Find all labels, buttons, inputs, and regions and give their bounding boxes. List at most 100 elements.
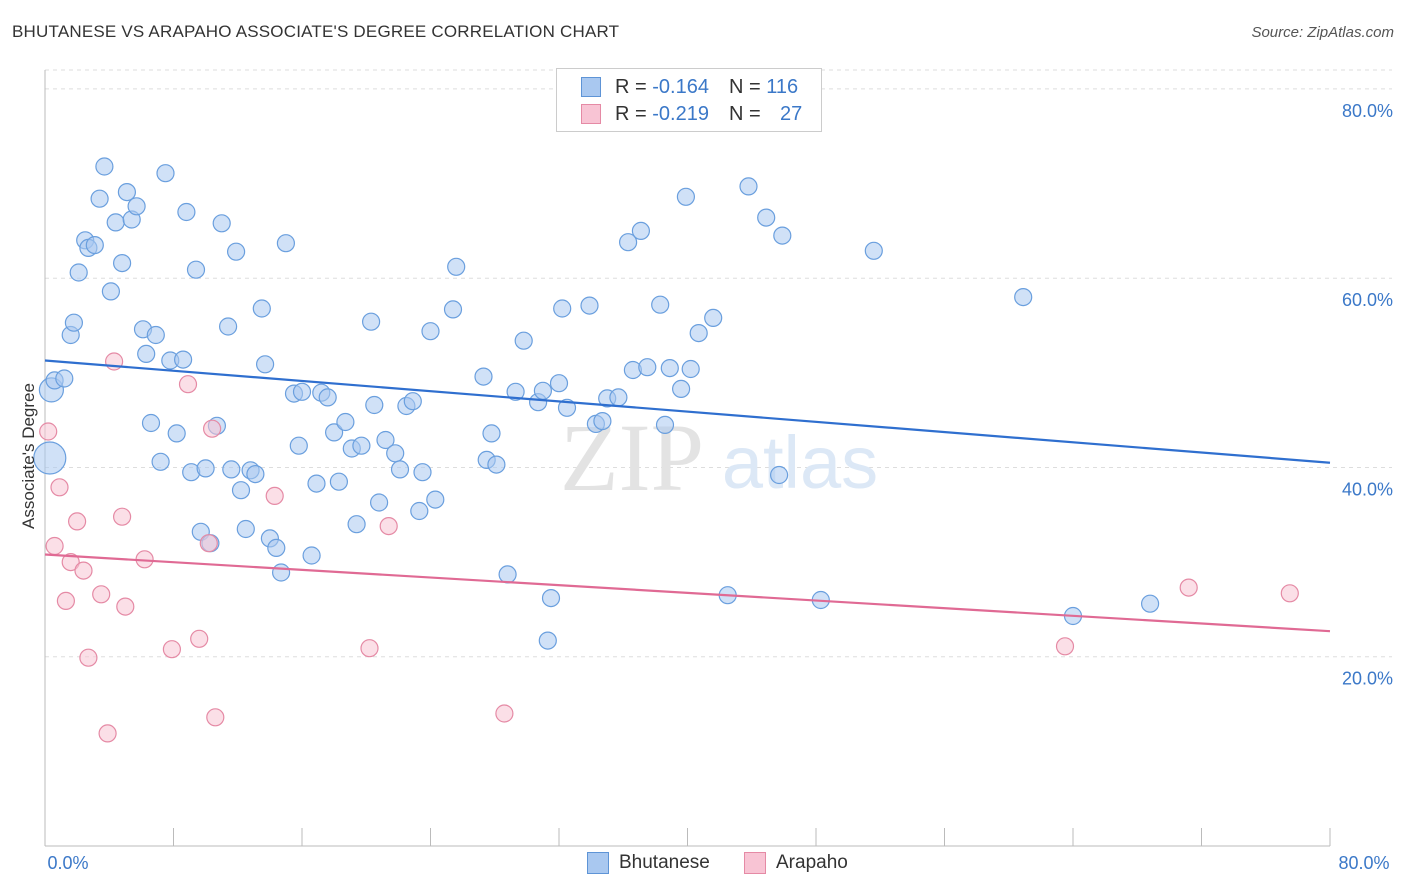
arapaho-point xyxy=(1280,584,1299,603)
bhutanese-point xyxy=(64,313,84,332)
arapaho-point xyxy=(379,516,398,536)
arapaho-point xyxy=(50,478,69,497)
x-tick-label-max: 80.0% xyxy=(1338,853,1389,873)
arapaho-point xyxy=(360,639,379,658)
source-credit: Source: ZipAtlas.com xyxy=(1251,24,1394,41)
trend-lines xyxy=(44,359,1331,633)
bhutanese-point xyxy=(538,631,557,650)
bhutanese-point xyxy=(318,388,337,407)
bhutanese-point xyxy=(580,296,599,315)
arapaho-point xyxy=(79,648,98,667)
bhutanese-point xyxy=(222,460,241,479)
bhutanese-point xyxy=(336,412,355,432)
arapaho-trend-line xyxy=(44,553,1331,633)
y-axis-label: Associate's Degree xyxy=(19,383,38,529)
bhutanese-point xyxy=(101,282,121,301)
bhutanese-point xyxy=(390,460,410,479)
arapaho-point xyxy=(495,704,514,723)
correlation-legend: R = -0.164 N = 116 R = -0.219 N = 27 xyxy=(556,68,822,132)
legend-n-value: 27 xyxy=(779,102,803,125)
gridlines xyxy=(45,69,1392,658)
bhutanese-point xyxy=(704,308,723,327)
y-tick-labels: 20.0% 40.0% 60.0% 80.0% xyxy=(1342,101,1393,689)
arapaho-point xyxy=(112,507,132,526)
bhutanese-point xyxy=(769,465,789,485)
y-tick-label: 80.0% xyxy=(1342,101,1393,121)
bhutanese-point xyxy=(541,588,561,608)
bhutanese-point xyxy=(227,242,246,261)
bhutanese-point xyxy=(549,374,569,393)
bhutanese-point xyxy=(325,423,344,442)
chart-title: BHUTANESE VS ARAPAHO ASSOCIATE'S DEGREE … xyxy=(12,22,620,41)
bhutanese-point xyxy=(631,221,651,240)
bhutanese-point xyxy=(557,398,577,417)
bhutanese-point xyxy=(127,197,146,216)
bhutanese-point xyxy=(609,388,628,407)
watermark-atlas: atlas xyxy=(722,421,878,504)
legend-r-label: R = xyxy=(615,75,647,98)
bhutanese-point xyxy=(352,436,371,455)
arapaho-point xyxy=(206,708,225,727)
arapaho-point xyxy=(92,585,111,604)
arapaho-point xyxy=(74,561,93,580)
legend-label-bhutanese: Bhutanese xyxy=(619,852,710,873)
arapaho-point xyxy=(45,536,64,556)
bhutanese-point xyxy=(156,164,175,183)
legend-swatch-arapaho xyxy=(744,852,766,874)
bhutanese-point xyxy=(739,177,758,196)
bhutanese-point xyxy=(151,452,170,471)
legend-r-value: -0.164 xyxy=(652,75,709,98)
bhutanese-point xyxy=(443,300,463,319)
bhutanese-point xyxy=(426,490,445,509)
bhutanese-point xyxy=(117,183,137,202)
bhutanese-point xyxy=(272,563,291,582)
bhutanese-point xyxy=(141,413,161,433)
arapaho-point xyxy=(199,534,218,553)
bhutanese-point xyxy=(146,325,165,345)
bhutanese-point xyxy=(231,481,251,500)
bhutanese-point xyxy=(177,202,196,222)
bhutanese-point xyxy=(219,317,238,336)
bhutanese-point xyxy=(212,214,231,233)
bhutanese-point xyxy=(413,463,432,482)
bhutanese-point xyxy=(267,538,286,558)
legend-row-arapaho: R = -0.219 N = 27 xyxy=(581,102,802,126)
bhutanese-point xyxy=(186,260,206,279)
bhutanese-point xyxy=(553,299,572,318)
bhutanese-point xyxy=(618,233,638,252)
bhutanese-point xyxy=(347,515,366,534)
legend-item-arapaho: Arapaho xyxy=(744,852,848,874)
arapaho-point xyxy=(39,422,58,441)
bhutanese-point xyxy=(474,367,493,386)
bhutanese-point xyxy=(593,412,612,431)
y-tick-label: 40.0% xyxy=(1342,479,1393,499)
bhutanese-point xyxy=(302,546,321,565)
legend-r-value: -0.219 xyxy=(652,102,709,125)
arapaho-point xyxy=(203,419,222,438)
bhutanese-point xyxy=(506,382,525,401)
bhutanese-point xyxy=(95,157,114,176)
bhutanese-point xyxy=(681,359,700,379)
legend-swatch-bhutanese xyxy=(587,852,609,874)
bhutanese-point xyxy=(55,369,74,388)
bhutanese-point xyxy=(167,424,186,443)
bhutanese-point xyxy=(276,234,295,253)
bhutanese-point xyxy=(1140,594,1160,613)
bhutanese-point xyxy=(329,472,348,491)
arapaho-point xyxy=(162,640,181,659)
bhutanese-point xyxy=(447,257,466,276)
watermark-zip: ZIP xyxy=(560,404,704,511)
arapaho-point xyxy=(190,629,209,648)
bhutanese-point xyxy=(90,189,109,208)
arapaho-point xyxy=(178,375,198,394)
legend-n-value: 116 xyxy=(766,75,799,98)
bhutanese-point xyxy=(651,295,670,314)
x-tick-label-min: 0.0% xyxy=(47,853,88,873)
bhutanese-point xyxy=(498,565,517,584)
bhutanese-point xyxy=(676,187,696,206)
arapaho-point xyxy=(56,591,76,611)
watermark: ZIP atlas xyxy=(560,404,878,511)
arapaho-point xyxy=(116,597,135,616)
bhutanese-point xyxy=(487,455,506,474)
